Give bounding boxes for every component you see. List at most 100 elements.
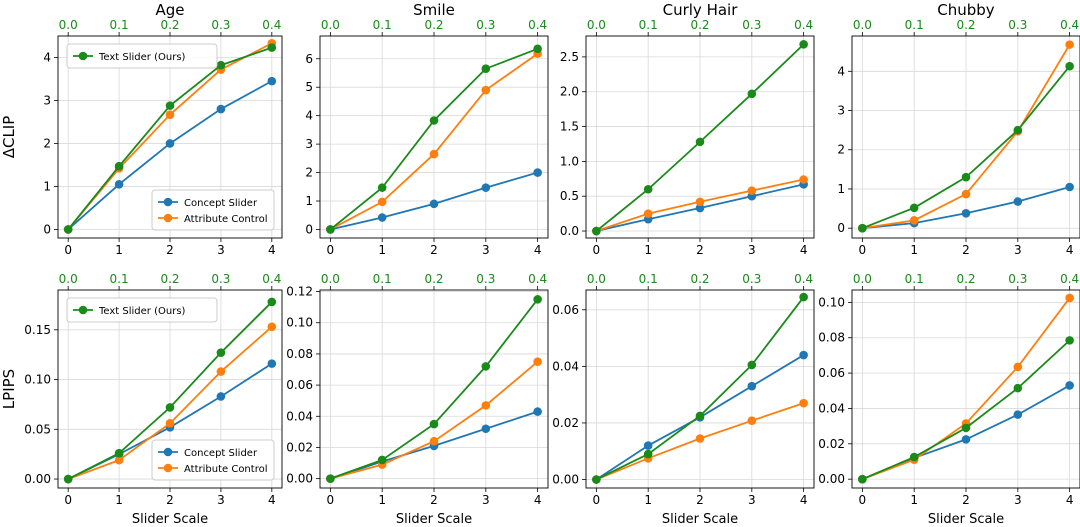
top-tick-label: 0.2 <box>690 272 709 286</box>
x-tick-label: 2 <box>962 493 970 507</box>
data-point <box>165 419 175 428</box>
y-tick-label: 0.04 <box>552 359 579 373</box>
subplot-2: 0 1 2 3 4 0.0 0.1 0.2 0.3 0.4 0 1 2 3 4 5 6 Smile <box>305 1 549 257</box>
x-tick-label: 2 <box>696 243 704 257</box>
data-point <box>429 149 439 159</box>
top-tick-label: 0.2 <box>424 18 443 32</box>
top-tick-label: 0.1 <box>905 272 924 286</box>
x-tick-label: 3 <box>482 243 490 257</box>
data-point <box>429 116 439 125</box>
x-tick-label: 1 <box>910 243 918 257</box>
y-tick-label: 0.05 <box>24 422 51 436</box>
data-point <box>429 199 439 209</box>
legend-text-slider: Text Slider (Ours) <box>66 43 218 69</box>
data-point <box>63 225 73 234</box>
data-point <box>267 76 277 86</box>
x-axis-label: Slider Scale <box>396 512 472 527</box>
data-point <box>114 448 124 458</box>
top-tick-label: 0.2 <box>160 272 179 286</box>
data-point <box>695 203 705 213</box>
y-tick-label: 2.0 <box>560 85 579 99</box>
legend-label: Attribute Control <box>184 214 267 225</box>
top-tick-label: 0.0 <box>321 18 340 32</box>
x-axis-label: Slider Scale <box>928 512 1004 527</box>
y-tick-label: 0.5 <box>560 189 579 203</box>
data-point <box>961 423 971 433</box>
x-axis-label: Slider Scale <box>132 512 208 527</box>
x-tick-label: 0 <box>859 493 867 507</box>
top-tick-label: 0.3 <box>476 18 495 32</box>
top-tick-label: 0.2 <box>424 272 443 286</box>
y-tick-label: 0.06 <box>552 303 579 317</box>
data-point <box>747 416 757 425</box>
data-point <box>909 452 919 462</box>
x-tick-label: 2 <box>696 493 704 507</box>
data-point <box>799 40 808 49</box>
top-tick-label: 0.3 <box>742 18 761 32</box>
y-tick-label: 2 <box>305 166 313 180</box>
x-tick-label: 1 <box>115 493 123 507</box>
y-tick-label: 1 <box>43 179 51 193</box>
subplot-title: Age <box>155 1 184 19</box>
y-tick-label: 0.08 <box>818 331 845 345</box>
top-tick-label: 0.1 <box>905 18 924 32</box>
data-point <box>216 104 226 114</box>
data-point <box>1065 336 1074 345</box>
data-point <box>747 381 757 391</box>
data-point <box>961 172 971 182</box>
y-tick-label: 0.04 <box>286 409 313 423</box>
data-point <box>695 411 705 421</box>
top-tick-label: 0.4 <box>528 272 547 286</box>
subplot-7: 0 1 2 3 4 0.0 0.1 0.2 0.3 0.4 0.00 0.02 0.04 0.06 Slid… <box>552 272 815 527</box>
data-point <box>377 455 387 465</box>
legend-marker <box>163 463 173 473</box>
data-point <box>377 183 387 192</box>
data-point <box>1065 381 1074 390</box>
top-tick-label: 0.4 <box>1060 272 1079 286</box>
top-tick-label: 0.0 <box>587 272 606 286</box>
data-point <box>481 183 491 192</box>
subplot-1: 0 1 2 3 4 0.0 0.1 0.2 0.3 0.4 0 1 2 3 4 Age ΔCLIP Text Sl… <box>0 1 283 257</box>
subplot-3: 0 1 2 3 4 0.0 0.1 0.2 0.3 0.4 0.0 0.5 1.0 1.5 2.0 2.5 Cu… <box>560 1 815 257</box>
data-point <box>481 64 491 74</box>
x-tick-label: 2 <box>430 243 438 257</box>
top-tick-label: 0.0 <box>853 272 872 286</box>
top-tick-label: 0.4 <box>528 18 547 32</box>
legend-marker <box>78 305 88 315</box>
x-tick-label: 4 <box>800 493 808 507</box>
top-tick-label: 0.0 <box>59 18 78 32</box>
data-point <box>799 398 808 408</box>
data-point <box>643 449 653 459</box>
top-tick-label: 0.2 <box>690 18 709 32</box>
data-point <box>267 322 277 332</box>
data-point <box>216 348 226 357</box>
y-tick-label: 0.0 <box>560 224 579 238</box>
legend-marker <box>163 447 173 457</box>
y-tick-label: 1 <box>837 182 845 196</box>
y-tick-label: 0.15 <box>24 323 51 337</box>
data-point <box>267 359 277 368</box>
data-point <box>1065 61 1074 71</box>
data-point <box>961 435 971 444</box>
data-point <box>114 179 124 189</box>
data-point <box>377 197 387 207</box>
data-point <box>326 474 335 483</box>
x-tick-label: 1 <box>644 493 652 507</box>
x-tick-label: 3 <box>1014 243 1022 257</box>
y-tick-label: 5 <box>305 80 313 94</box>
x-tick-label: 4 <box>800 243 808 257</box>
subplot-title: Smile <box>413 1 455 19</box>
y-axis-label: ΔCLIP <box>0 116 18 159</box>
data-point <box>216 367 226 376</box>
subplot-8: 0 1 2 3 4 0.0 0.1 0.2 0.3 0.4 0.00 0.02 0.04 0.06 0.08… <box>818 272 1080 527</box>
data-point <box>1013 410 1023 419</box>
data-point <box>267 43 277 52</box>
x-tick-label: 2 <box>430 493 438 507</box>
y-tick-label: 3 <box>305 137 313 151</box>
data-point <box>858 223 867 233</box>
x-tick-label: 3 <box>1014 493 1022 507</box>
y-tick-label: 0.02 <box>286 440 313 454</box>
subplot-5: 0 1 2 3 4 0.0 0.1 0.2 0.3 0.4 0.00 0.05 0.10 0.15 LPIP… <box>0 272 283 527</box>
data-point <box>643 209 653 218</box>
legend-text-slider: Text Slider (Ours) <box>66 297 218 323</box>
